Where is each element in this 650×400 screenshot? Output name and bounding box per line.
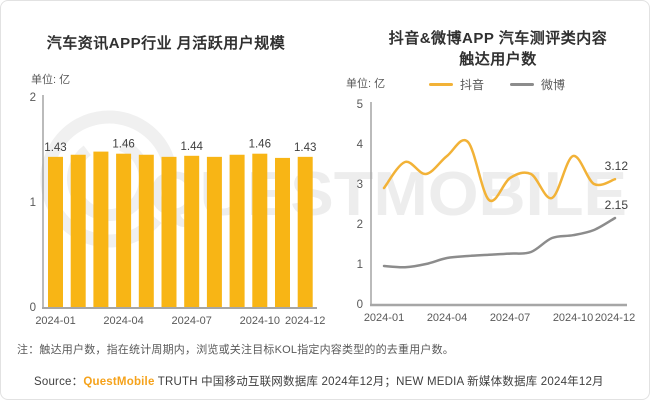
svg-text:2024-07: 2024-07 [490, 312, 530, 324]
svg-text:2024-12: 2024-12 [595, 312, 635, 324]
douyin-weibo-line-chart: 0 1 2 3 4 5 3.12 2.15 2024-01 2024-04 2024-07 2024-… [357, 99, 636, 324]
bar-2024-12 [297, 156, 313, 307]
legend-label: 抖音 [460, 78, 485, 92]
svg-text:2024-04: 2024-04 [427, 312, 467, 324]
right-chart-title-line1: 抖音&微博APP 汽车测评类内容 [388, 30, 608, 47]
bar-2024-01 [48, 156, 63, 307]
svg-text:1: 1 [357, 259, 363, 271]
source-rest: TRUTH 中国移动互联网数据库 2024年12月；NEW MEDIA 新媒体数… [154, 376, 604, 388]
bar-2024-11 [275, 157, 290, 307]
svg-text:2024-04: 2024-04 [103, 315, 143, 327]
svg-text:3.12: 3.12 [605, 159, 629, 173]
svg-text:4: 4 [357, 139, 364, 151]
legend-line-icon [510, 83, 535, 86]
line-抖音 [382, 139, 617, 203]
right-chart-title: 抖音&微博APP 汽车测评类内容 触达用户数 [353, 28, 643, 70]
bar-2024-02 [70, 154, 86, 307]
legend-label: 微博 [541, 78, 566, 92]
mau-bar-chart: 0 1 2 1.43 1.46 1.44 1.46 1.43 2024-01 2024-04 202… [30, 92, 326, 327]
svg-text:1.46: 1.46 [112, 139, 134, 151]
bar-2024-04 [116, 153, 132, 307]
svg-text:1.43: 1.43 [294, 142, 316, 154]
svg-text:2024-07: 2024-07 [172, 315, 212, 327]
svg-text:2024-10: 2024-10 [240, 315, 280, 327]
svg-text:1.46: 1.46 [249, 139, 271, 151]
bar-2024-07 [184, 155, 200, 307]
left-chart-title: 汽车资讯APP行业 月活跃用户规模 [46, 35, 286, 52]
svg-text:2.15: 2.15 [605, 198, 629, 212]
source-brand: QuestMobile [83, 376, 155, 388]
svg-text:3: 3 [357, 179, 363, 191]
right-chart-title-line2: 触达用户数 [459, 51, 537, 68]
bar-2024-06 [161, 156, 177, 307]
svg-text:2: 2 [357, 219, 363, 231]
line-chart-legend: 抖音 微博 [429, 76, 565, 93]
bar-2024-08 [206, 156, 222, 307]
svg-text:2: 2 [30, 92, 36, 104]
bar-2024-09 [229, 154, 245, 307]
legend-item-抖音: 抖音 [429, 76, 484, 93]
svg-text:2024-10: 2024-10 [553, 312, 593, 324]
svg-text:1: 1 [30, 197, 36, 209]
legend-line-icon [429, 83, 453, 86]
source-line: Source：QuestMobile TRUTH 中国移动互联网数据库 2024… [34, 373, 644, 389]
svg-text:1.43: 1.43 [44, 142, 66, 154]
bar-2024-05 [138, 154, 154, 307]
bar-2024-10 [252, 153, 268, 307]
line-微博 [382, 216, 617, 269]
svg-text:2024-01: 2024-01 [35, 315, 75, 327]
source-prefix: Source： [34, 376, 84, 388]
svg-text:0: 0 [357, 299, 363, 311]
svg-text:0: 0 [30, 302, 36, 314]
left-chart-unit-label: 单位: 亿 [31, 74, 71, 86]
right-chart-unit-label: 单位: 亿 [346, 78, 386, 90]
svg-text:5: 5 [357, 99, 363, 111]
footnote: 注：触达用户数，指在统计周期内，浏览或关注目标KOL指定内容类型的的去重用户数。 [17, 344, 455, 356]
svg-text:1.44: 1.44 [181, 141, 204, 153]
legend-item-微博: 微博 [510, 76, 565, 93]
bar-2024-03 [93, 151, 109, 307]
svg-text:2024-12: 2024-12 [285, 315, 325, 327]
svg-text:2024-01: 2024-01 [364, 312, 404, 324]
